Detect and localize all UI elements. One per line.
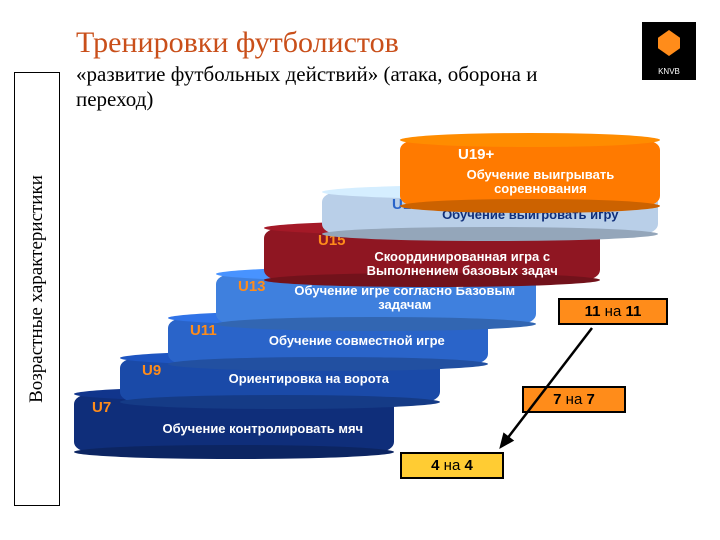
- vertical-axis-label: Возрастные характеристики: [26, 175, 48, 403]
- age-label: U19+: [458, 146, 494, 163]
- vertical-axis-box: Возрастные характеристики: [14, 72, 60, 506]
- layer-description: Обучение выигрывать соревнования: [436, 168, 644, 197]
- age-label: U7: [92, 399, 111, 416]
- layer-description: Обучение контролировать мяч: [151, 422, 375, 436]
- format-tag: 7 на 7: [522, 386, 626, 413]
- logo-text: KNVB: [658, 67, 680, 76]
- layer-description: Обучение игре согласно Базовым задачам: [293, 284, 517, 313]
- format-tag: 11 на 11: [558, 298, 668, 325]
- age-label: U11: [190, 322, 217, 339]
- format-tag: 4 на 4: [400, 452, 504, 479]
- knvb-logo: KNVB: [642, 22, 696, 80]
- page-subtitle: «развитие футбольных действий» (атака, о…: [76, 62, 556, 112]
- layer-description: Обучение совместной игре: [245, 334, 469, 348]
- layer-description: Ориентировка на ворота: [197, 372, 421, 386]
- page-title: Тренировки футболистов: [76, 26, 399, 60]
- stack-layer-u19plus: U19+ Обучение выигрывать соревнования: [400, 140, 660, 206]
- age-label: U9: [142, 362, 161, 379]
- age-label: U13: [238, 278, 266, 295]
- layer-description: Скоординированная игра с Выполнением баз…: [331, 250, 593, 279]
